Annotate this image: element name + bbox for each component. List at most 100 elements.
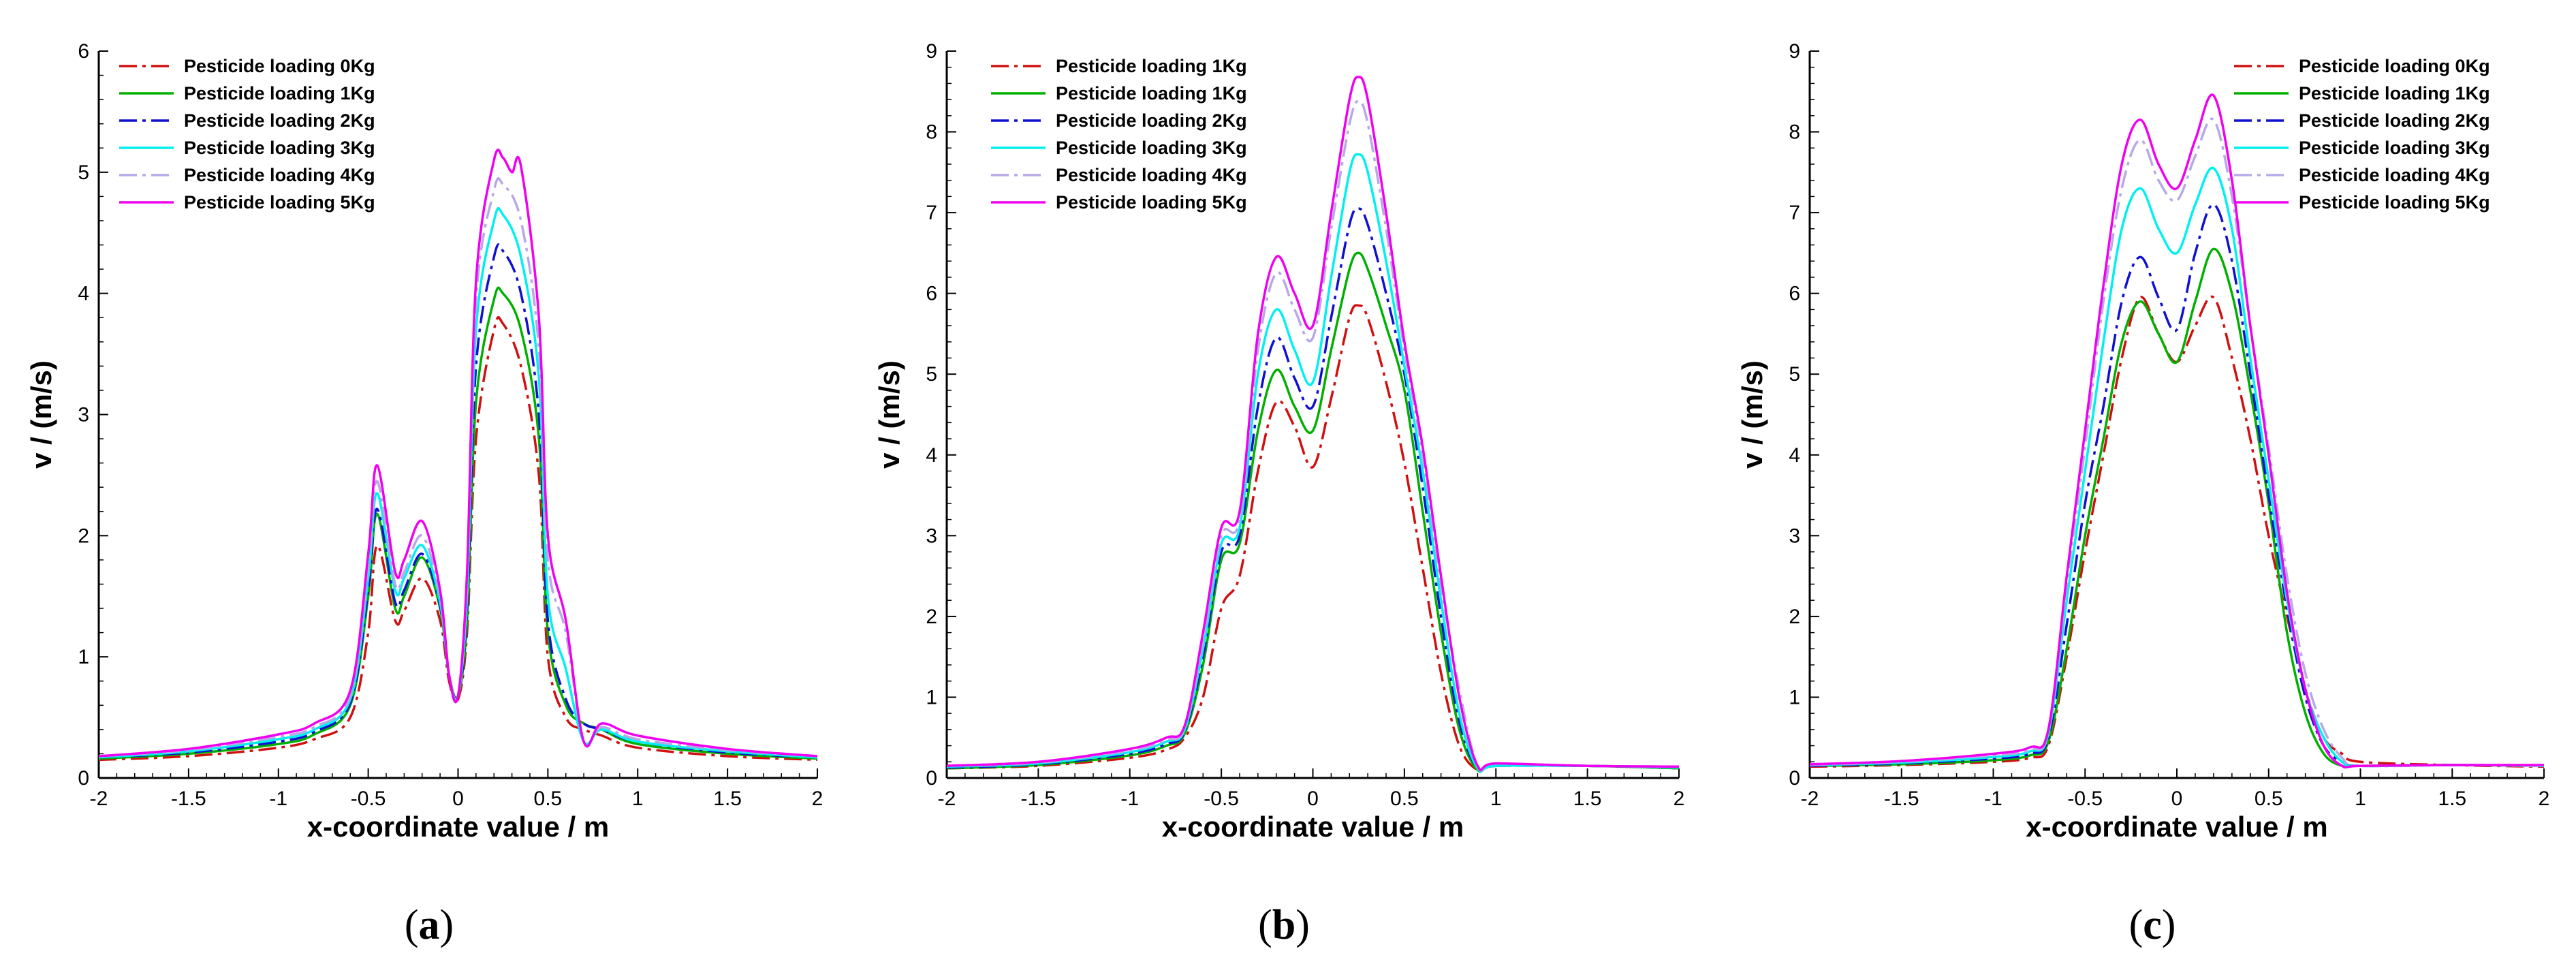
legend-entry-label: Pesticide loading 4Kg — [2299, 165, 2490, 185]
legend-entry-label: Pesticide loading 3Kg — [2299, 138, 2490, 158]
series-line-1 — [1809, 247, 2545, 768]
y-tick-label: 4 — [78, 283, 89, 305]
x-tick-label: -1 — [1120, 788, 1139, 810]
legend-entry-label: Pesticide loading 1Kg — [1056, 56, 1247, 76]
x-tick-label: 2 — [1674, 788, 1685, 810]
x-tick-label: 1 — [632, 788, 644, 810]
series-line-4 — [98, 176, 818, 758]
x-tick-label: 0 — [452, 788, 464, 810]
y-tick-label: 1 — [78, 646, 89, 668]
x-tick-label: 1 — [2355, 788, 2366, 810]
legend: Pesticide loading 1Kg Pesticide loading 1… — [991, 56, 1247, 213]
legend-entry-label: Pesticide loading 2Kg — [184, 110, 375, 131]
y-tick-label: 3 — [78, 404, 89, 426]
y-axis-label: v / (m/s) — [873, 360, 905, 469]
legend-entry-label: Pesticide loading 4Kg — [184, 165, 375, 185]
legend-entry-label: Pesticide loading 2Kg — [2299, 110, 2490, 131]
x-axis-label: x-coordinate value / m — [1162, 811, 1464, 843]
x-tick-label: 0.5 — [1390, 788, 1419, 810]
series-line-5 — [98, 149, 818, 758]
legend-entry-label: Pesticide loading 5Kg — [1056, 192, 1247, 213]
legend-entry-label: Pesticide loading 1Kg — [184, 83, 375, 104]
series-line-2 — [98, 243, 818, 759]
series-line-4 — [1809, 117, 2545, 768]
series-line-5 — [946, 76, 1680, 772]
series-line-2 — [946, 207, 1680, 773]
series-line-3 — [1809, 166, 2545, 768]
y-tick-label: 2 — [78, 525, 89, 547]
legend-entry-label: Pesticide loading 1Kg — [2299, 83, 2490, 104]
y-tick-label: 5 — [926, 363, 937, 386]
y-axis-label: v / (m/s) — [25, 360, 57, 469]
x-tick-label: 1.5 — [2438, 788, 2466, 810]
series-line-2 — [1809, 203, 2545, 768]
x-tick-label: 0 — [1307, 788, 1319, 810]
panel-caption: (a) — [405, 902, 454, 948]
y-tick-label: 0 — [78, 767, 89, 790]
x-tick-label: -2 — [90, 788, 108, 810]
chart-panel-a: 0 1 2 3 4 5 6 -2 -1.5 -1 -0.5 0 0.5 1 1.5 2 x-coordinate… — [25, 40, 823, 948]
y-tick-label: 9 — [926, 40, 937, 63]
y-tick-label: 2 — [926, 606, 937, 628]
y-tick-label: 7 — [1789, 202, 1800, 224]
series-line-4 — [946, 99, 1680, 773]
x-tick-label: -0.5 — [351, 788, 386, 810]
y-tick-label: 2 — [1789, 606, 1800, 628]
y-tick-label: 3 — [926, 525, 937, 547]
x-tick-label: -1.5 — [1884, 788, 1919, 810]
x-tick-label: -1 — [269, 788, 287, 810]
x-axis-label: x-coordinate value / m — [2026, 811, 2327, 843]
x-tick-label: 2 — [812, 788, 823, 810]
legend-entry-label: Pesticide loading 5Kg — [184, 192, 375, 213]
legend-entry-label: Pesticide loading 3Kg — [1056, 138, 1247, 158]
y-tick-label: 9 — [1789, 40, 1800, 63]
y-tick-label: 0 — [1789, 767, 1800, 790]
x-tick-label: -0.5 — [2067, 788, 2103, 810]
x-tick-label: 0.5 — [534, 788, 563, 810]
panel-caption: (b) — [1258, 902, 1310, 948]
y-tick-label: 1 — [1789, 686, 1800, 708]
y-tick-label: 1 — [926, 686, 937, 708]
y-tick-label: 4 — [926, 444, 937, 467]
y-tick-label: 5 — [78, 161, 89, 184]
x-tick-label: 0.5 — [2255, 788, 2283, 810]
x-tick-label: 0 — [2171, 788, 2183, 810]
series-line-0 — [946, 304, 1680, 773]
series-line-5 — [1809, 93, 2545, 769]
y-tick-label: 3 — [1789, 525, 1800, 547]
legend-entry-label: Pesticide loading 2Kg — [1056, 110, 1247, 131]
x-axis-label: x-coordinate value / m — [307, 811, 609, 843]
series-line-3 — [946, 153, 1680, 773]
y-tick-label: 5 — [1789, 363, 1800, 386]
x-tick-label: -1.5 — [171, 788, 206, 810]
x-tick-label: 1.5 — [713, 788, 742, 810]
x-tick-label: -1 — [1984, 788, 2002, 810]
legend-entry-label: Pesticide loading 0Kg — [184, 56, 375, 76]
y-tick-label: 4 — [1789, 444, 1800, 467]
x-tick-label: -1.5 — [1021, 788, 1056, 810]
y-tick-label: 6 — [926, 283, 937, 305]
legend-entry-label: Pesticide loading 0Kg — [2299, 56, 2490, 76]
legend: Pesticide loading 0Kg Pesticide loading 1… — [119, 56, 375, 213]
x-tick-label: 2 — [2539, 788, 2550, 810]
y-axis-label: v / (m/s) — [1736, 360, 1768, 469]
x-tick-label: 1.5 — [1573, 788, 1602, 810]
chart-panel-b: 0 1 2 3 4 5 6 7 8 9 -2 -1.5 -1 -0.5 0 0.5 1 1.5 2 x-coordin… — [873, 40, 1684, 948]
x-tick-label: -2 — [938, 788, 956, 810]
y-tick-label: 8 — [1789, 121, 1800, 144]
series-line-0 — [1809, 295, 2545, 768]
x-tick-label: -0.5 — [1204, 788, 1239, 810]
panel-caption: (c) — [2129, 902, 2176, 948]
series-line-3 — [98, 206, 818, 759]
y-tick-label: 0 — [926, 767, 937, 790]
series-line-1 — [946, 251, 1680, 773]
legend: Pesticide loading 0Kg Pesticide loading 1… — [2234, 56, 2490, 213]
legend-entry-label: Pesticide loading 1Kg — [1056, 83, 1247, 104]
legend-entry-label: Pesticide loading 3Kg — [184, 138, 375, 158]
chart-panel-c: 0 1 2 3 4 5 6 7 8 9 -2 -1.5 -1 -0.5 0 0.5 1 1.5 2 x-coordin… — [1736, 40, 2549, 948]
y-tick-label: 7 — [926, 202, 937, 224]
legend-entry-label: Pesticide loading 5Kg — [2299, 192, 2490, 213]
y-tick-label: 6 — [1789, 283, 1800, 305]
x-tick-label: -2 — [1801, 788, 1819, 810]
